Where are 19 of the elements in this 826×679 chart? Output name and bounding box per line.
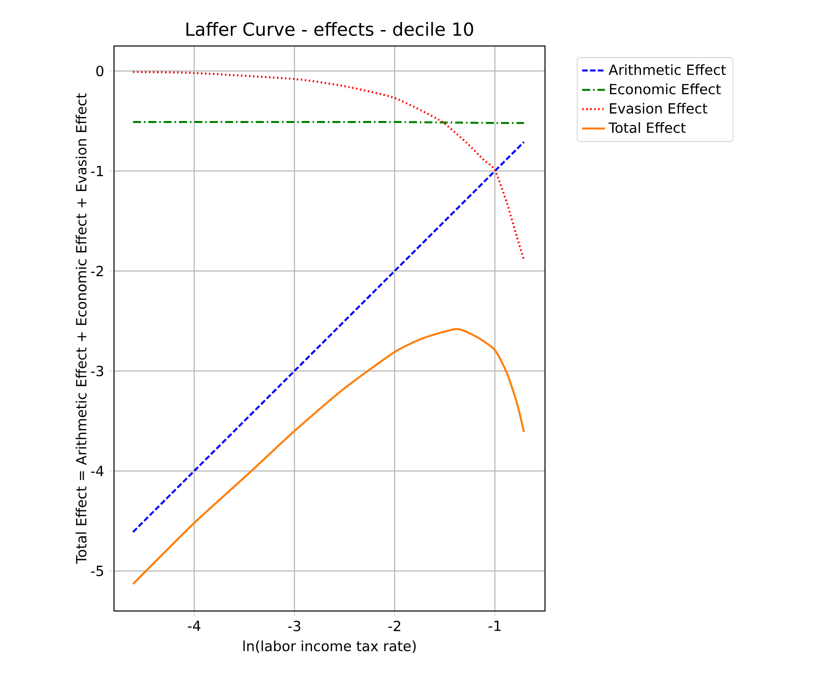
y-tick-label: -2 <box>91 266 103 276</box>
y-tick-label: 0 <box>96 66 104 76</box>
y-axis-title: Total Effect = Arithmetic Effect + Economic Effect + Evasion Effect <box>76 93 87 564</box>
x-tick-label: -2 <box>388 620 400 632</box>
legend-label: Arithmetic Effect <box>608 64 726 76</box>
y-tick-label: -1 <box>91 166 103 176</box>
legend-label: Evasion Effect <box>610 102 708 114</box>
y-tick-label: -4 <box>91 466 104 476</box>
line-series <box>132 328 525 585</box>
x-axis-title: ln(labor income tax rate) <box>243 640 416 653</box>
legend-label: Economic Effect <box>610 84 721 94</box>
y-tick-label: -5 <box>91 566 104 576</box>
x-tick-label: -1 <box>488 620 501 631</box>
x-tick-label: -4 <box>188 620 200 631</box>
legend-label: Total Effect <box>608 122 686 133</box>
line-series <box>132 70 525 261</box>
y-tick-label: -3 <box>91 366 104 376</box>
x-tick-label: -3 <box>288 620 300 632</box>
chart-title: Laffer Curve - effects - decile 10 <box>186 22 474 36</box>
